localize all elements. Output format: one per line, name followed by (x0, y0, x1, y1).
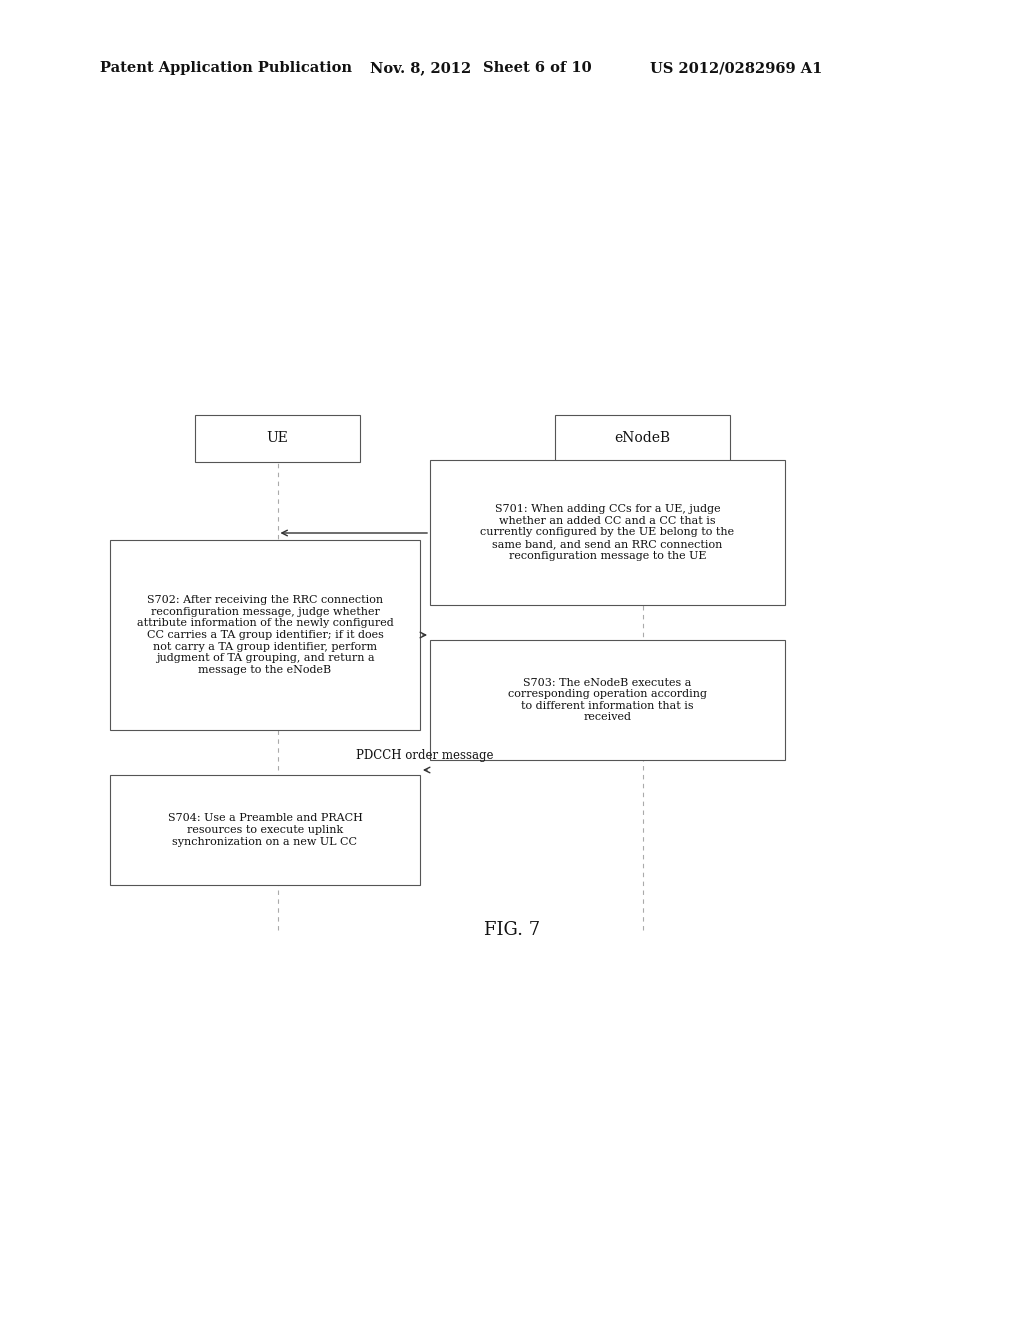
Text: Nov. 8, 2012: Nov. 8, 2012 (370, 61, 471, 75)
Text: eNodeB: eNodeB (614, 432, 671, 446)
Text: S702: After receiving the RRC connection
reconfiguration message, judge whether
: S702: After receiving the RRC connection… (136, 595, 393, 675)
Bar (555, 414, 730, 462)
Bar (430, 640, 785, 760)
Text: UE: UE (266, 432, 289, 446)
Text: S701: When adding CCs for a UE, judge
whether an added CC and a CC that is
curre: S701: When adding CCs for a UE, judge wh… (480, 504, 734, 561)
Bar (430, 459, 785, 605)
Text: Patent Application Publication: Patent Application Publication (100, 61, 352, 75)
Bar (110, 775, 420, 884)
Text: US 2012/0282969 A1: US 2012/0282969 A1 (650, 61, 822, 75)
Text: S703: The eNodeB executes a
corresponding operation according
to different infor: S703: The eNodeB executes a correspondin… (508, 677, 707, 722)
Bar (195, 414, 360, 462)
Text: PDCCH order message: PDCCH order message (356, 748, 494, 762)
Bar (110, 540, 420, 730)
Text: FIG. 7: FIG. 7 (484, 921, 540, 939)
Text: Sheet 6 of 10: Sheet 6 of 10 (483, 61, 592, 75)
Text: S704: Use a Preamble and PRACH
resources to execute uplink
synchronization on a : S704: Use a Preamble and PRACH resources… (168, 813, 362, 846)
